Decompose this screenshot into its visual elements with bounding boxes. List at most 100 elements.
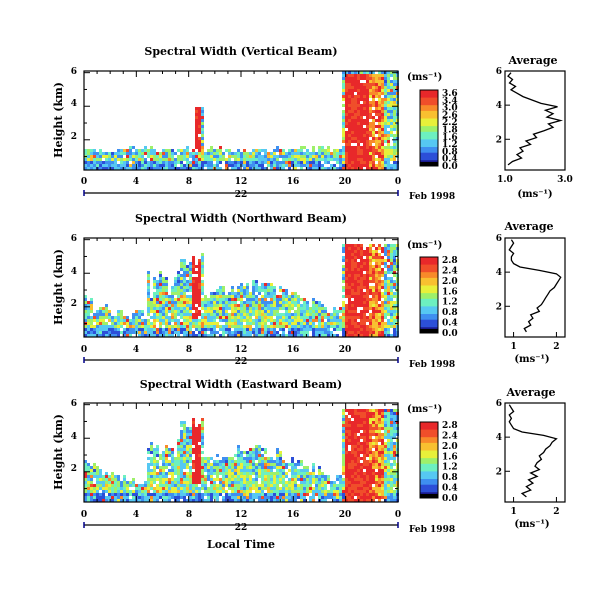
heatmap-cell (213, 322, 216, 325)
heatmap-cell (192, 262, 195, 265)
heatmap-cell (372, 301, 375, 304)
heatmap-cell (345, 259, 348, 262)
heatmap-cell (360, 499, 363, 502)
heatmap-cell (276, 334, 279, 337)
heatmap-cell (201, 140, 204, 143)
heatmap-cell (240, 328, 243, 331)
heatmap-cell (243, 328, 246, 331)
heatmap-cell (258, 304, 261, 307)
heatmap-cell (153, 331, 156, 334)
heatmap-cell (192, 295, 195, 298)
heatmap-cell (348, 110, 351, 113)
heatmap-cell (165, 334, 168, 337)
heatmap-cell (210, 161, 213, 164)
heatmap-cell (192, 259, 195, 262)
heatmap-cell (108, 325, 111, 328)
heatmap-cell (147, 322, 150, 325)
heatmap-cell (192, 319, 195, 322)
heatmap-cell (342, 466, 345, 469)
colorbar-segment (420, 293, 438, 296)
heatmap-cell (348, 149, 351, 152)
heatmap-cell (297, 164, 300, 167)
heatmap-cell (285, 307, 288, 310)
heatmap-cell (342, 487, 345, 490)
heatmap-cell (162, 460, 165, 463)
heatmap-cell (315, 325, 318, 328)
heatmap-cell (228, 334, 231, 337)
heatmap-cell (189, 283, 192, 286)
heatmap-cell (339, 496, 342, 499)
heatmap-cell (363, 412, 366, 415)
heatmap-cell (381, 83, 384, 86)
date-label: 22 (235, 357, 248, 367)
heatmap-cell (201, 119, 204, 122)
heatmap-cell (381, 307, 384, 310)
heatmap-cell (189, 499, 192, 502)
heatmap-cell (393, 472, 396, 475)
heatmap-cell (390, 412, 393, 415)
heatmap-cell (189, 161, 192, 164)
heatmap-cell (378, 113, 381, 116)
heatmap-cell (147, 469, 150, 472)
heatmap-cell (189, 316, 192, 319)
heatmap-cell (156, 472, 159, 475)
heatmap-cell (102, 313, 105, 316)
heatmap-cell (363, 283, 366, 286)
heatmap-cell (264, 331, 267, 334)
heatmap-cell (354, 466, 357, 469)
heatmap-cell (285, 313, 288, 316)
heatmap-cell (366, 71, 369, 74)
heatmap-cell (363, 484, 366, 487)
heatmap-cell (147, 152, 150, 155)
heatmap-cell (393, 77, 396, 80)
heatmap-cell (351, 283, 354, 286)
heatmap-cell (372, 137, 375, 140)
heatmap-cell (363, 250, 366, 253)
heatmap-cell (354, 478, 357, 481)
heatmap-cell (393, 421, 396, 424)
heatmap-cell (231, 325, 234, 328)
heatmap-cell (348, 158, 351, 161)
heatmap-cell (354, 113, 357, 116)
heatmap-cell (174, 292, 177, 295)
heatmap-cell (96, 466, 99, 469)
heatmap-cell (129, 490, 132, 493)
heatmap-cell (222, 478, 225, 481)
heatmap-cell (369, 104, 372, 107)
heatmap-cell (201, 433, 204, 436)
heatmap-cell (369, 409, 372, 412)
heatmap-cell (342, 331, 345, 334)
heatmap-cell (309, 307, 312, 310)
heatmap-cell (270, 484, 273, 487)
heatmap-cell (375, 77, 378, 80)
heatmap-cell (291, 307, 294, 310)
heatmap-cell (288, 322, 291, 325)
heatmap-cell (132, 161, 135, 164)
heatmap-cell (384, 107, 387, 110)
heatmap-cell (180, 289, 183, 292)
heatmap-cell (363, 433, 366, 436)
heatmap-cell (216, 325, 219, 328)
heatmap-cell (312, 331, 315, 334)
heatmap-cell (351, 119, 354, 122)
heatmap-cell (165, 463, 168, 466)
heatmap-cell (201, 316, 204, 319)
heatmap-cell (162, 316, 165, 319)
heatmap-cell (360, 122, 363, 125)
heatmap-cell (393, 86, 396, 89)
heatmap-cell (384, 152, 387, 155)
heatmap-cell (366, 298, 369, 301)
heatmap-cell (237, 319, 240, 322)
heatmap-cell (342, 463, 345, 466)
heatmap-cell (153, 451, 156, 454)
heatmap-cell (174, 481, 177, 484)
heatmap-cell (342, 89, 345, 92)
heatmap-cell (372, 101, 375, 104)
heatmap-cell (360, 89, 363, 92)
heatmap-cell (345, 265, 348, 268)
heatmap-cell (354, 95, 357, 98)
heatmap-cell (162, 313, 165, 316)
heatmap-cell (381, 448, 384, 451)
heatmap-cell (177, 274, 180, 277)
heatmap-cell (348, 101, 351, 104)
